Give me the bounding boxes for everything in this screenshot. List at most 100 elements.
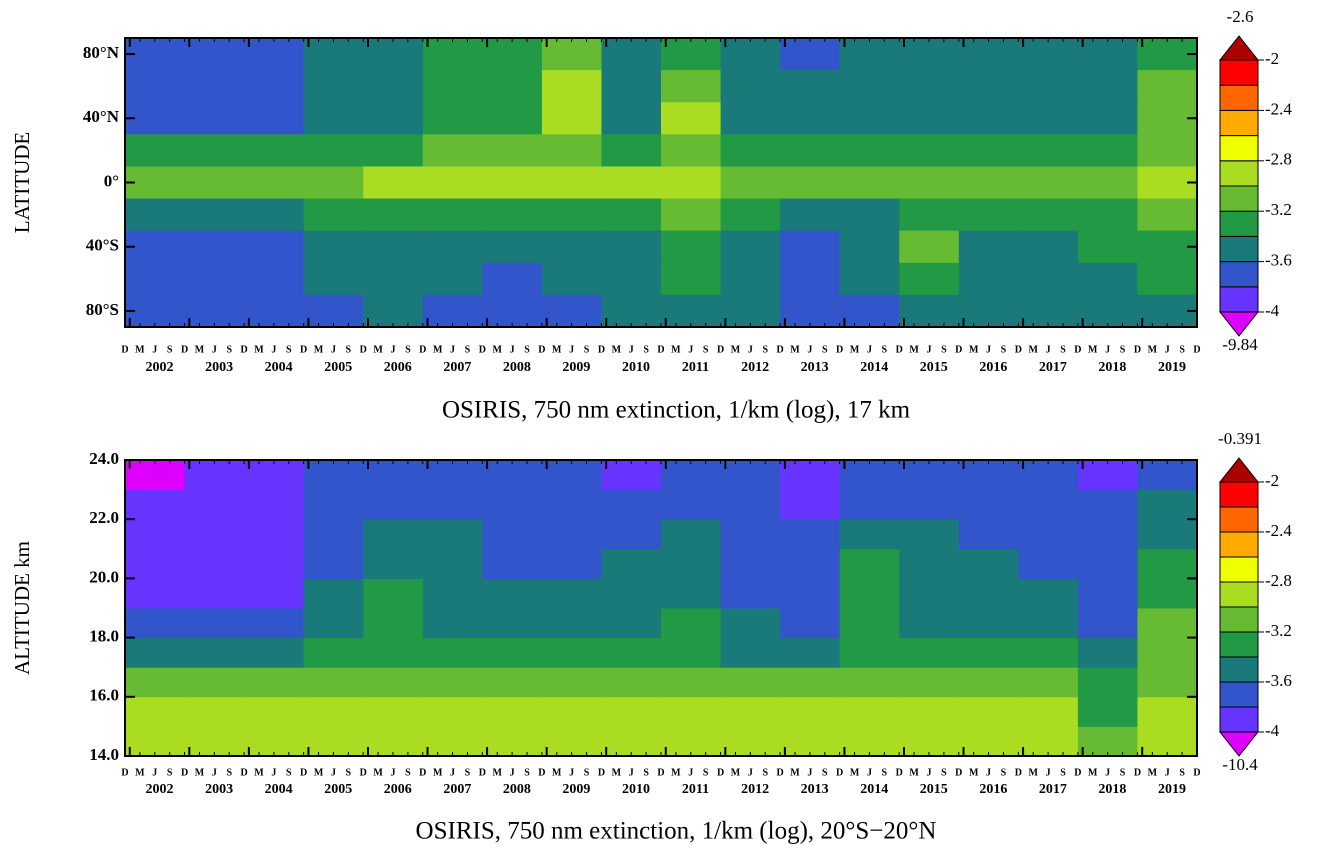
heat-cell <box>482 460 543 491</box>
heat-cell <box>899 489 960 520</box>
x-minor-label: D <box>479 344 486 355</box>
x-minor-label: S <box>762 344 768 355</box>
heat-cell <box>780 38 841 71</box>
heat-cell <box>541 726 602 757</box>
x-minor-label: J <box>807 767 812 778</box>
x-minor-label: M <box>1028 344 1038 355</box>
heat-cell <box>482 548 543 579</box>
heat-cell <box>661 726 722 757</box>
heat-cell <box>720 198 781 232</box>
x-minor-label: J <box>510 344 515 355</box>
heat-cell <box>184 460 245 491</box>
heat-cell <box>958 70 1019 103</box>
x-tick-label: 2008 <box>503 782 531 797</box>
heat-cell <box>363 726 424 757</box>
heat-cell <box>839 637 900 668</box>
x-minor-label: J <box>152 767 157 778</box>
heat-cell <box>839 198 900 232</box>
x-minor-label: S <box>1060 767 1066 778</box>
heat-cell <box>482 102 543 135</box>
x-minor-label: D <box>657 344 664 355</box>
heat-cell <box>1137 489 1198 520</box>
heat-cell <box>482 637 543 668</box>
x-tick-label: 2003 <box>205 360 233 375</box>
x-tick-label: 2007 <box>443 782 471 797</box>
heat-cell <box>1077 262 1138 296</box>
heat-cell <box>422 667 483 698</box>
x-minor-label: J <box>212 767 217 778</box>
colorbar-box <box>1219 606 1259 633</box>
x-minor-label: S <box>882 767 888 778</box>
colorbar-min: -9.84 <box>1222 335 1258 354</box>
heat-cell <box>422 696 483 727</box>
colorbar-max: -0.391 <box>1218 429 1262 448</box>
heat-cell <box>1077 726 1138 757</box>
colorbar-label: -3.6 <box>1265 671 1292 690</box>
colorbar-bottom-triangle <box>1218 311 1260 337</box>
heat-cell <box>303 460 364 491</box>
heat-cell <box>780 489 841 520</box>
heat-cell <box>1077 608 1138 639</box>
heat-cell <box>422 548 483 579</box>
x-minor-label: J <box>152 344 157 355</box>
x-minor-label: D <box>121 344 128 355</box>
heat-cell <box>958 102 1019 135</box>
x-minor-label: J <box>867 767 872 778</box>
heat-cell <box>1018 667 1079 698</box>
heat-cell <box>125 166 186 200</box>
colorbar-box <box>1219 706 1259 733</box>
heat-cell <box>184 608 245 639</box>
heat-cell <box>720 262 781 296</box>
heat-cell <box>958 637 1019 668</box>
x-minor-label: D <box>955 767 962 778</box>
x-tick-label: 2006 <box>384 782 412 797</box>
heat-cell <box>661 166 722 200</box>
x-minor-label: J <box>331 767 336 778</box>
colorbar-label: -4 <box>1265 301 1280 320</box>
x-tick-label: 2019 <box>1158 360 1186 375</box>
heat-cell <box>601 70 662 103</box>
x-minor-label: J <box>927 767 932 778</box>
x-tick-label: 2004 <box>265 360 293 375</box>
heat-cell <box>899 608 960 639</box>
heat-cell <box>1018 102 1079 135</box>
x-minor-label: D <box>181 767 188 778</box>
heat-cell <box>363 519 424 550</box>
heat-cell <box>244 102 305 135</box>
x-minor-label: M <box>195 344 205 355</box>
heat-cell <box>244 166 305 200</box>
heat-cell <box>184 726 245 757</box>
x-minor-label: M <box>671 767 681 778</box>
x-minor-label: M <box>492 767 502 778</box>
x-tick-label: 2018 <box>1098 360 1126 375</box>
colorbar-box <box>1219 185 1259 212</box>
heat-cell <box>899 102 960 135</box>
x-minor-label: M <box>731 344 741 355</box>
heat-cell <box>184 667 245 698</box>
heat-cell <box>541 489 602 520</box>
x-minor-label: J <box>986 767 991 778</box>
heat-cell <box>839 696 900 727</box>
heat-cell <box>303 134 364 167</box>
x-minor-label: J <box>271 767 276 778</box>
x-minor-label: D <box>776 767 783 778</box>
colorbar-label: -2.8 <box>1265 571 1292 590</box>
heat-cell <box>541 166 602 200</box>
heat-cell <box>303 102 364 135</box>
heat-cell <box>422 230 483 264</box>
heat-cell <box>1018 294 1079 328</box>
heat-cell <box>958 262 1019 296</box>
x-minor-label: S <box>1001 767 1007 778</box>
heat-cell <box>244 230 305 264</box>
x-tick-label: 2012 <box>741 782 769 797</box>
x-minor-label: S <box>643 767 649 778</box>
colorbar-label: -3.2 <box>1265 200 1292 219</box>
heat-cell <box>720 489 781 520</box>
x-minor-label: D <box>896 767 903 778</box>
heat-cell <box>184 198 245 232</box>
heat-cell <box>244 637 305 668</box>
heat-cell <box>1137 70 1198 103</box>
x-minor-label: S <box>1179 344 1185 355</box>
x-minor-label: J <box>450 767 455 778</box>
heat-cell <box>482 578 543 609</box>
